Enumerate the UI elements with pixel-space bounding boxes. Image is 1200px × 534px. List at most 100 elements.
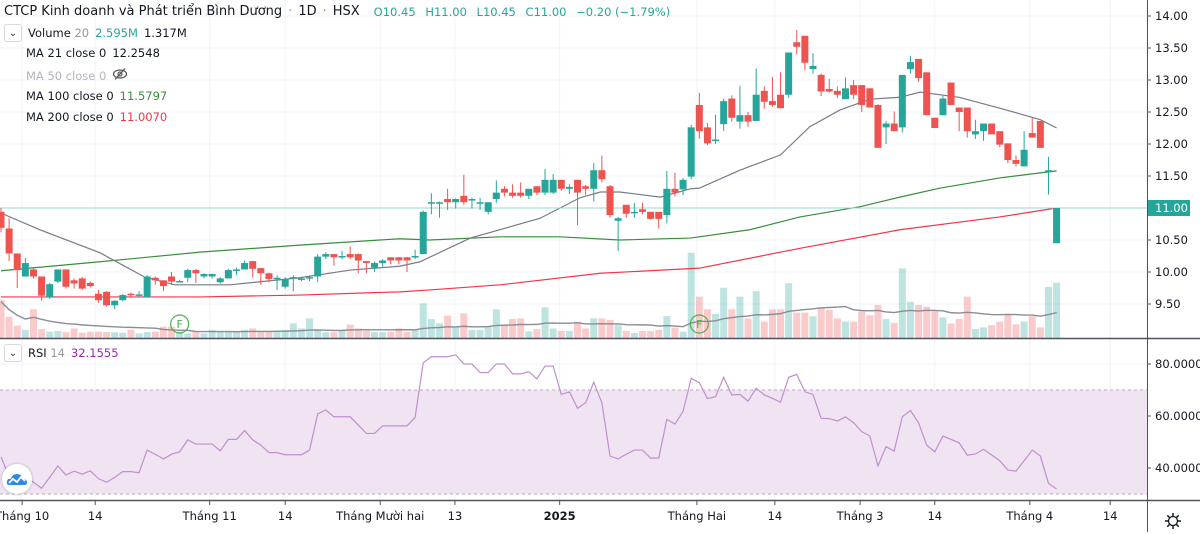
- candle-down: [777, 94, 785, 109]
- volume-bar: [947, 323, 955, 338]
- candle-down: [801, 35, 809, 63]
- candle-down: [0, 211, 5, 228]
- candle-up: [785, 52, 793, 95]
- volume-bar: [858, 311, 866, 338]
- candle-up: [338, 256, 346, 258]
- ma200-value: 11.0070: [119, 110, 168, 124]
- candle-up: [712, 139, 720, 142]
- volume-bar: [906, 301, 914, 338]
- rsi-line-group: [0, 354, 1057, 490]
- symbol-header[interactable]: CTCP Kinh doanh và Phát triển Bình Dương…: [4, 4, 676, 19]
- candle-up: [21, 263, 29, 277]
- volume-bar: [403, 331, 411, 338]
- interval[interactable]: 1D: [298, 4, 317, 19]
- candle-up: [492, 192, 500, 200]
- legend-ma100[interactable]: MA 100 close 0 11.5797: [26, 89, 167, 103]
- rsi-band: [0, 390, 1147, 494]
- volume-bar: [915, 304, 923, 338]
- candle-down: [582, 186, 590, 189]
- eye-off-icon[interactable]: [112, 67, 128, 84]
- volume-bar: [557, 330, 565, 338]
- price-tick-label: 12.00: [1155, 137, 1188, 151]
- legend-volume[interactable]: ⌄ Volume 20 2.595M 1.317M: [4, 24, 187, 42]
- volume-bar: [500, 325, 508, 338]
- volume-bar: [468, 329, 476, 338]
- settings-button[interactable]: [1164, 512, 1182, 530]
- ma100-value: 11.5797: [119, 89, 168, 103]
- candle-up: [232, 269, 240, 271]
- ma200-line: [1, 207, 1057, 298]
- price-tick-label: 9.50: [1155, 297, 1181, 311]
- time-tick-label: 13: [448, 509, 463, 523]
- volume-bar: [850, 321, 858, 338]
- candle-down: [5, 228, 13, 254]
- candle-down: [825, 88, 833, 92]
- candle-down: [265, 273, 273, 280]
- legend-ma21[interactable]: MA 21 close 0 12.2548: [26, 46, 160, 60]
- candle-up: [541, 179, 549, 193]
- legend-ma200[interactable]: MA 200 close 0 11.0070: [26, 110, 167, 124]
- candle-up: [525, 188, 533, 196]
- volume-bar: [866, 315, 874, 338]
- candle-up: [939, 98, 947, 116]
- volume-bar: [314, 329, 322, 338]
- volume-bar: [736, 296, 744, 338]
- volume-bar: [208, 329, 216, 338]
- cloud-chart-icon: [6, 474, 27, 485]
- candle-down: [557, 179, 565, 189]
- price-tick-label: 13.50: [1155, 41, 1188, 55]
- volume-bar: [712, 313, 720, 338]
- candle-up: [208, 273, 216, 277]
- legend-ma50[interactable]: MA 50 close 0: [26, 67, 128, 84]
- candle-down: [86, 282, 94, 287]
- candle-down: [500, 188, 508, 193]
- volume-bar: [825, 309, 833, 338]
- candle-up: [322, 254, 330, 257]
- volume-bar: [931, 311, 939, 338]
- volume-bar: [362, 330, 370, 338]
- candle-down: [460, 195, 468, 203]
- volume-bar: [638, 330, 646, 338]
- candle-down: [1028, 133, 1036, 138]
- volume-bar: [996, 321, 1004, 338]
- time-tick-label: 14: [88, 509, 103, 523]
- volume-bar: [890, 322, 898, 338]
- event-marker-label: F: [696, 318, 702, 331]
- candle-up: [176, 280, 184, 283]
- volume-bar: [574, 321, 582, 338]
- volume-bar: [525, 331, 533, 338]
- volume-bar: [224, 332, 232, 338]
- close-value: C11.00: [525, 4, 567, 19]
- volume-bar: [809, 316, 817, 338]
- volume-bar: [785, 283, 793, 338]
- collapse-legend-button[interactable]: ⌄: [4, 24, 22, 42]
- time-tick-label: 14: [278, 509, 293, 523]
- collapse-rsi-button[interactable]: ⌄: [4, 344, 22, 362]
- candle-down: [395, 257, 403, 261]
- rsi-value: 32.1555: [70, 346, 119, 360]
- candle-up: [411, 256, 419, 258]
- volume-bar: [0, 299, 5, 338]
- tradingview-logo[interactable]: [2, 464, 32, 494]
- candle-up: [200, 273, 208, 277]
- legend-rsi[interactable]: ⌄ RSI 14 32.1555: [4, 344, 119, 362]
- volume-bar: [151, 331, 159, 338]
- time-tick-label: 2025: [544, 509, 576, 523]
- ma21-label: MA 21 close 0: [26, 46, 107, 60]
- time-tick-label: Tháng 3: [836, 509, 884, 523]
- volume-bar: [647, 330, 655, 338]
- candle-down: [695, 104, 703, 132]
- candle-down: [728, 98, 736, 118]
- price-tick-label: 13.00: [1155, 73, 1188, 87]
- candle-down: [103, 291, 111, 306]
- ma-lines: [0, 91, 1057, 298]
- candle-down: [38, 276, 46, 296]
- candle-up: [630, 211, 638, 214]
- ma100-label: MA 100 close 0: [26, 89, 114, 103]
- candle-down: [793, 42, 801, 47]
- candle-down: [362, 261, 370, 264]
- volume-bar: [94, 331, 102, 338]
- candle-down: [533, 186, 541, 193]
